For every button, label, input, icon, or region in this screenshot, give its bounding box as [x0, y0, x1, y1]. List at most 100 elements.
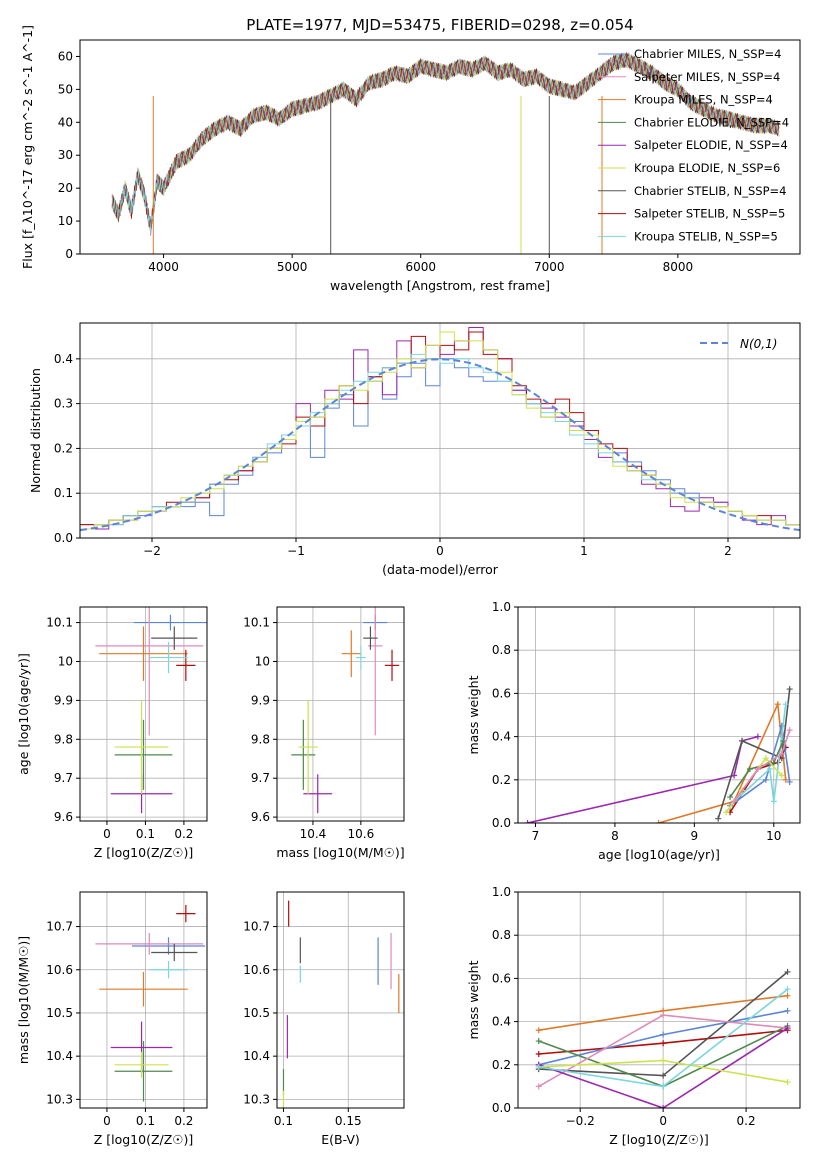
weight-marker-salpeter_stelib [535, 1051, 542, 1057]
y-tick-label: 0.6 [492, 686, 511, 700]
y-tick-label: 20 [58, 181, 73, 195]
weight-marker-salpeter_elodie [524, 820, 531, 823]
weight-line-chabrier_stelib [717, 689, 791, 819]
weight-marker-chabrier_elodie [535, 1038, 542, 1045]
x-tick-label: 7000 [534, 260, 565, 274]
axes-frame [79, 39, 801, 255]
y-tick-label: 10.4 [46, 1049, 73, 1063]
y-tick-label: 0.8 [492, 928, 511, 942]
y-tick-label: 9.6 [251, 810, 270, 824]
x-tick-label: −1 [287, 544, 305, 558]
y-tick-label: 10.6 [46, 963, 73, 977]
y-tick-label: 0.3 [54, 397, 73, 411]
legend-label: N(0,1) [740, 337, 777, 351]
weight-marker-chabrier_elodie [770, 759, 777, 766]
weight-marker-kroupa_elodie [723, 809, 730, 816]
y-tick-label: 9.6 [54, 810, 73, 824]
weight-marker-kroupa_stelib [535, 1063, 542, 1070]
chart-age_vs_mass: 10.4 10.6 9.6 9.7 9.8 9.9 10 10.1 mass [log10(M/… [243, 606, 405, 860]
y-tick-label: 0.0 [54, 531, 73, 545]
y-axis-label: Flux [f_λ10^-17 erg cm^-2 s^-1 A^-1] [20, 25, 35, 269]
legend-label: Kroupa MILES, N_SSP=4 [634, 93, 773, 107]
weight-marker-chabrier_miles [786, 778, 793, 785]
y-tick-label: 9.9 [251, 693, 270, 707]
axes-frame [79, 891, 208, 1109]
weight-marker-salpeter_miles [660, 1012, 667, 1019]
weight-marker-kroupa_stelib [660, 1083, 667, 1090]
weight-marker-salpeter_stelib [660, 1040, 667, 1047]
weight-marker-chabrier_stelib [786, 686, 793, 693]
axes-frame [276, 606, 405, 822]
legend-label: Chabrier STELIB, N_SSP=4 [634, 184, 786, 198]
x-axis-label: Z [log10(Z/Z☉)] [94, 1132, 194, 1147]
y-axis-label: mass weight [466, 960, 481, 1039]
y-tick-label: 0.2 [492, 1058, 511, 1072]
weight-marker-kroupa_miles [784, 992, 791, 999]
weight-marker-salpeter_miles [778, 750, 785, 757]
histogram-series-chabrier_miles [80, 358, 800, 538]
y-tick-label: 9.8 [251, 732, 270, 746]
normal-curve [80, 358, 800, 532]
x-tick-label: 0 [436, 544, 444, 558]
chart-mass_vs_Z: 0 0.1 0.2 10.3 10.4 10.5 10.6 10.7 Z [log10(Z/Z☉… [16, 891, 208, 1147]
weight-marker-kroupa_elodie [660, 1057, 667, 1064]
legend-label: Salpeter MILES, N_SSP=4 [634, 70, 780, 84]
weight-line-kroupa_stelib [733, 704, 787, 802]
chart-mass_vs_ebv: 0.1 0.15 10.3 10.4 10.5 10.6 10.7 E(B-V) [243, 891, 405, 1147]
y-tick-label: 10.3 [46, 1092, 73, 1106]
spectrum-line-kroupa_stelib [111, 52, 780, 235]
weight-marker-chabrier_miles [660, 1031, 667, 1038]
x-tick-label: 0.1 [136, 1114, 155, 1128]
weight-marker-salpeter_elodie [754, 733, 761, 740]
legend-label: Chabrier ELODIE, N_SSP=4 [634, 115, 789, 129]
weight-marker-salpeter_miles [535, 1083, 542, 1090]
weight-line-salpeter_elodie [538, 1027, 789, 1108]
weight-marker-chabrier_stelib [739, 737, 746, 744]
y-tick-label: 10 [255, 654, 270, 668]
x-tick-label: 8 [611, 829, 619, 843]
y-tick-label: 60 [58, 49, 73, 63]
y-tick-label: 0.0 [492, 1101, 511, 1115]
weight-marker-salpeter_miles [731, 798, 738, 805]
weight-line-chabrier_miles [729, 725, 791, 807]
x-tick-label: −2 [143, 544, 161, 558]
legend-label: Kroupa ELODIE, N_SSP=6 [634, 161, 780, 175]
weight-marker-kroupa_elodie [778, 772, 785, 779]
y-axis-label: Normed distribution [28, 368, 43, 493]
y-tick-label: 10 [58, 214, 73, 228]
weight-marker-chabrier_stelib [784, 968, 791, 975]
x-axis-label: age [log10(age/yr)] [598, 847, 720, 862]
y-tick-label: 0.6 [492, 971, 511, 985]
y-tick-label: 9.7 [251, 771, 270, 785]
x-tick-label: 10.6 [348, 827, 375, 841]
x-tick-label: 6000 [405, 260, 436, 274]
y-tick-label: 50 [58, 82, 73, 96]
x-axis-label: mass [log10(M/M☉)] [276, 845, 404, 860]
y-axis-label: age [log10(age/yr)] [16, 653, 31, 775]
y-tick-label: 0.4 [492, 1015, 511, 1029]
y-tick-label: 30 [58, 148, 73, 162]
weight-marker-kroupa_elodie [784, 1079, 791, 1086]
x-tick-label: 9 [691, 829, 699, 843]
y-tick-label: 1.0 [492, 885, 511, 899]
weight-marker-chabrier_stelib [715, 815, 722, 822]
weight-marker-kroupa_miles [782, 776, 789, 783]
x-axis-label: (data-model)/error [382, 562, 499, 577]
chart-mass_weight_vs_Z: −0.2 0 0.2 0.0 0.2 0.4 0.6 0.8 1.0 Z [log10(Z/Z☉)… [466, 885, 801, 1147]
x-tick-label: −0.2 [566, 1114, 595, 1128]
x-tick-label: 0.15 [335, 1114, 362, 1128]
y-tick-label: 10.1 [243, 616, 270, 630]
y-tick-label: 0.4 [54, 352, 73, 366]
chart-age_vs_Z: 0 0.1 0.2 9.6 9.7 9.8 9.9 10 10.1 Z [log10(Z/Z☉)]… [16, 606, 208, 860]
legend-label: Kroupa STELIB, N_SSP=5 [634, 229, 778, 243]
weight-marker-chabrier_miles [784, 1007, 791, 1014]
weight-marker-kroupa_stelib [770, 798, 777, 805]
y-tick-label: 0.0 [492, 816, 511, 830]
x-tick-label: 8000 [663, 260, 694, 274]
y-axis-label: mass weight [466, 675, 481, 754]
x-tick-label: 10.4 [300, 827, 327, 841]
y-tick-label: 10.7 [46, 920, 73, 934]
weight-marker-salpeter_miles [786, 727, 793, 734]
y-tick-label: 0.2 [54, 441, 73, 455]
